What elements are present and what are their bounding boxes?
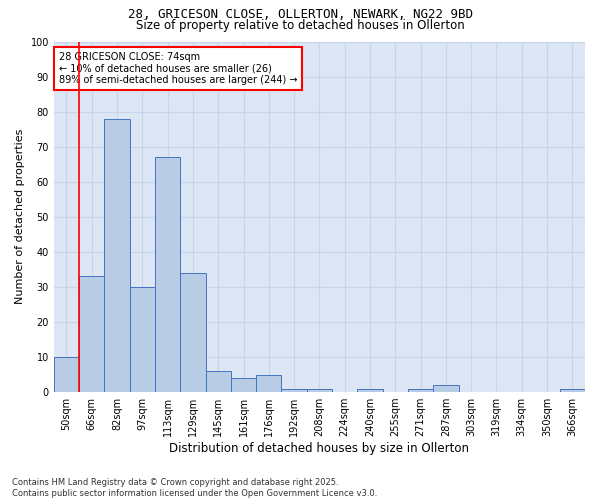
- Y-axis label: Number of detached properties: Number of detached properties: [15, 129, 25, 304]
- Bar: [358, 388, 383, 392]
- Bar: [307, 388, 332, 392]
- Bar: [180, 273, 206, 392]
- Text: Contains HM Land Registry data © Crown copyright and database right 2025.
Contai: Contains HM Land Registry data © Crown c…: [12, 478, 377, 498]
- Bar: [130, 287, 155, 392]
- Bar: [231, 378, 256, 392]
- Bar: [54, 357, 79, 392]
- Bar: [256, 374, 281, 392]
- Bar: [408, 388, 433, 392]
- Bar: [79, 276, 104, 392]
- Bar: [560, 388, 585, 392]
- Bar: [104, 118, 130, 392]
- X-axis label: Distribution of detached houses by size in Ollerton: Distribution of detached houses by size …: [169, 442, 469, 455]
- Text: 28, GRICESON CLOSE, OLLERTON, NEWARK, NG22 9BD: 28, GRICESON CLOSE, OLLERTON, NEWARK, NG…: [128, 8, 473, 20]
- Text: Size of property relative to detached houses in Ollerton: Size of property relative to detached ho…: [136, 18, 464, 32]
- Bar: [433, 385, 458, 392]
- Bar: [206, 371, 231, 392]
- Text: 28 GRICESON CLOSE: 74sqm
← 10% of detached houses are smaller (26)
89% of semi-d: 28 GRICESON CLOSE: 74sqm ← 10% of detach…: [59, 52, 298, 85]
- Bar: [281, 388, 307, 392]
- Bar: [155, 157, 180, 392]
